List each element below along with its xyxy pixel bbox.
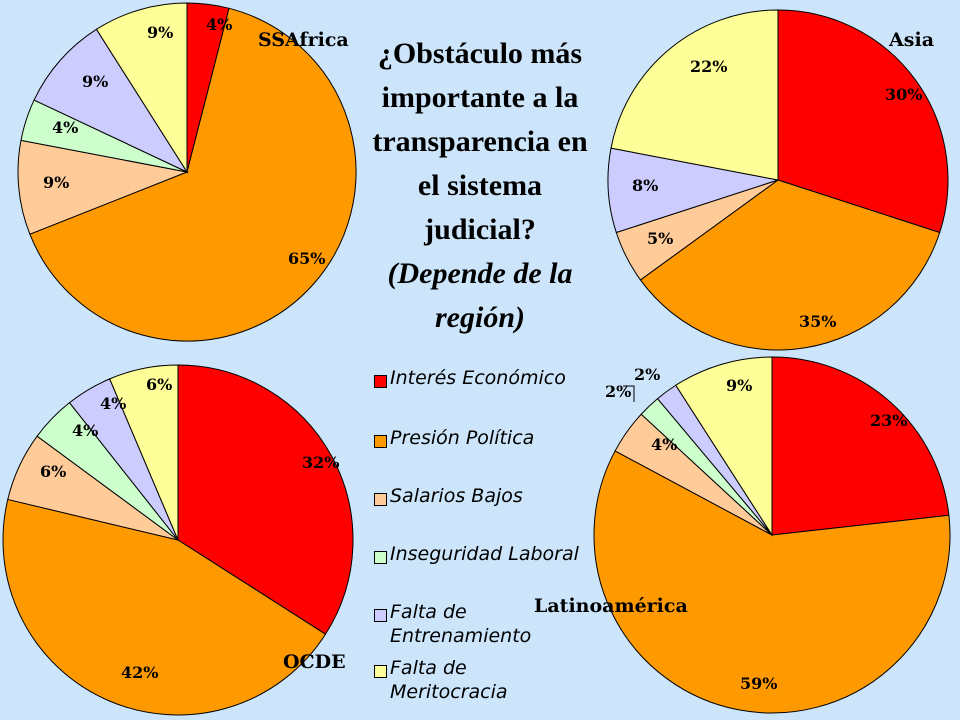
leader-line — [623, 385, 635, 402]
pie-slice — [2, 498, 327, 716]
title-subtitle: (Depende de la región) — [387, 257, 573, 334]
slice-label: 22% — [690, 57, 727, 76]
pie-slice — [639, 179, 941, 351]
pie-title: Asia — [888, 29, 934, 51]
pie-chart-0: 4% 65% 9% 4% 9% 9% SSAfrica — [17, 2, 357, 342]
slice-label: 6% — [146, 375, 172, 394]
slice-label: 65% — [288, 249, 325, 268]
slice-label: 6% — [40, 462, 66, 481]
pie-chart-2: 32% 42% 6% 4%4% 6% OCDE — [2, 364, 354, 716]
slice-label: 23% — [870, 411, 907, 430]
legend-swatch — [374, 665, 387, 678]
pie-slice — [593, 450, 951, 714]
pie-slice — [17, 139, 189, 235]
legend-swatch — [374, 375, 387, 388]
pie-slice — [771, 356, 950, 536]
slice-label: 8% — [632, 176, 658, 195]
slide-title: ¿Obstáculo más importante a la transpare… — [360, 32, 600, 340]
legend-label: Falta de Meritocracia — [390, 657, 508, 703]
legend-label: Presión Política — [390, 427, 535, 449]
legend-label: Salarios Bajos — [390, 485, 523, 507]
pie-title: SSAfrica — [258, 29, 349, 51]
slice-label: 4% — [100, 394, 126, 413]
pie-slice — [610, 9, 779, 181]
slice-label: 4% — [206, 15, 232, 34]
legend-swatch — [374, 435, 387, 448]
slice-label: 4% — [651, 435, 677, 454]
slice-label: 42% — [121, 663, 158, 682]
slice-label: 9% — [43, 173, 69, 192]
legend-label: Interés Económico — [390, 367, 566, 389]
slice-label: 9% — [726, 376, 752, 395]
legend-swatch — [374, 493, 387, 506]
pie-slice — [177, 364, 354, 635]
title-question: ¿Obstáculo más importante a la transpare… — [372, 37, 588, 246]
slice-label: 32% — [302, 453, 339, 472]
pie-slice — [33, 28, 189, 174]
slice-label: 5% — [647, 229, 673, 248]
pie-chart-3: 23% 59% 4% 2%2% 9% Latinoamérica — [534, 356, 951, 714]
pie-title: Latinoamérica — [534, 595, 688, 617]
pie-chart-1: 30% 35% 5% 8% 22% Asia — [607, 9, 949, 351]
legend-swatch — [374, 609, 387, 622]
slice-label: 2% — [605, 382, 631, 401]
slice-label: 35% — [799, 312, 836, 331]
legend-label: Falta de Entrenamiento — [390, 601, 532, 647]
slice-label: 30% — [885, 85, 922, 104]
slice-label: 4% — [72, 421, 98, 440]
pie-slice — [109, 364, 179, 541]
slice-label: 4% — [52, 118, 78, 137]
legend-label: Inseguridad Laboral — [390, 543, 579, 565]
pie-slice — [777, 9, 949, 234]
slice-label: 9% — [82, 72, 108, 91]
pie-title: OCDE — [283, 651, 346, 673]
pie-slice — [95, 2, 188, 174]
pie-slice — [675, 356, 773, 537]
slice-label: 2% — [634, 365, 660, 384]
legend-swatch — [374, 551, 387, 564]
pie-slice — [29, 7, 357, 342]
slice-label: 9% — [147, 23, 173, 42]
slice-label: 59% — [740, 674, 777, 693]
